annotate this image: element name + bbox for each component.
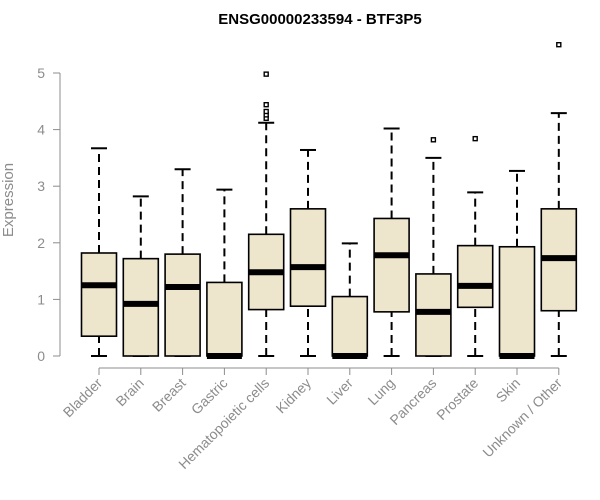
y-tick-label: 0 bbox=[37, 348, 45, 364]
box-group bbox=[206, 188, 243, 359]
x-tick-label: Brain bbox=[112, 375, 146, 409]
x-tick-label: Unknown / Other bbox=[479, 375, 565, 461]
box-group bbox=[498, 169, 536, 359]
box bbox=[456, 244, 494, 309]
outlier-point bbox=[263, 101, 269, 108]
y-axis-label: Expression bbox=[0, 163, 17, 237]
outlier-point bbox=[472, 135, 478, 142]
plot-area bbox=[80, 42, 578, 359]
box-group bbox=[80, 147, 118, 357]
box bbox=[122, 257, 160, 357]
y-axis: 0 1 2 3 4 5 bbox=[37, 65, 61, 364]
box-group bbox=[540, 42, 578, 357]
box-group bbox=[289, 148, 327, 357]
chart-title: ENSG00000233594 - BTF3P5 bbox=[218, 11, 421, 28]
box bbox=[164, 253, 201, 357]
x-tick-label: Skin bbox=[493, 375, 524, 406]
box-group bbox=[247, 71, 285, 357]
x-tick-label: Kidney bbox=[273, 375, 315, 417]
outlier-point bbox=[430, 137, 437, 143]
box bbox=[498, 245, 536, 357]
y-tick-label: 2 bbox=[37, 235, 45, 251]
box-group bbox=[122, 195, 160, 357]
y-tick-label: 4 bbox=[37, 122, 45, 138]
y-tick-label: 3 bbox=[37, 178, 45, 194]
box bbox=[373, 217, 410, 313]
outlier-point bbox=[263, 108, 269, 115]
box-group bbox=[331, 242, 369, 359]
box bbox=[80, 252, 118, 337]
box-group bbox=[456, 135, 494, 357]
x-tick-label: Lung bbox=[364, 375, 397, 408]
box-group bbox=[415, 137, 452, 357]
box-group bbox=[373, 127, 410, 357]
box bbox=[331, 295, 369, 357]
y-tick-label: 5 bbox=[37, 65, 45, 81]
x-tick-label: Liver bbox=[323, 375, 356, 408]
box bbox=[415, 273, 452, 357]
box-group bbox=[164, 168, 201, 357]
outlier-point bbox=[556, 42, 562, 48]
x-tick-label: Prostate bbox=[433, 375, 481, 423]
box bbox=[206, 281, 243, 357]
outlier-point bbox=[263, 71, 269, 77]
x-tick-label: Breast bbox=[149, 375, 189, 415]
y-tick-label: 1 bbox=[37, 291, 45, 307]
box bbox=[289, 208, 327, 307]
x-tick-label: Bladder bbox=[60, 375, 106, 421]
